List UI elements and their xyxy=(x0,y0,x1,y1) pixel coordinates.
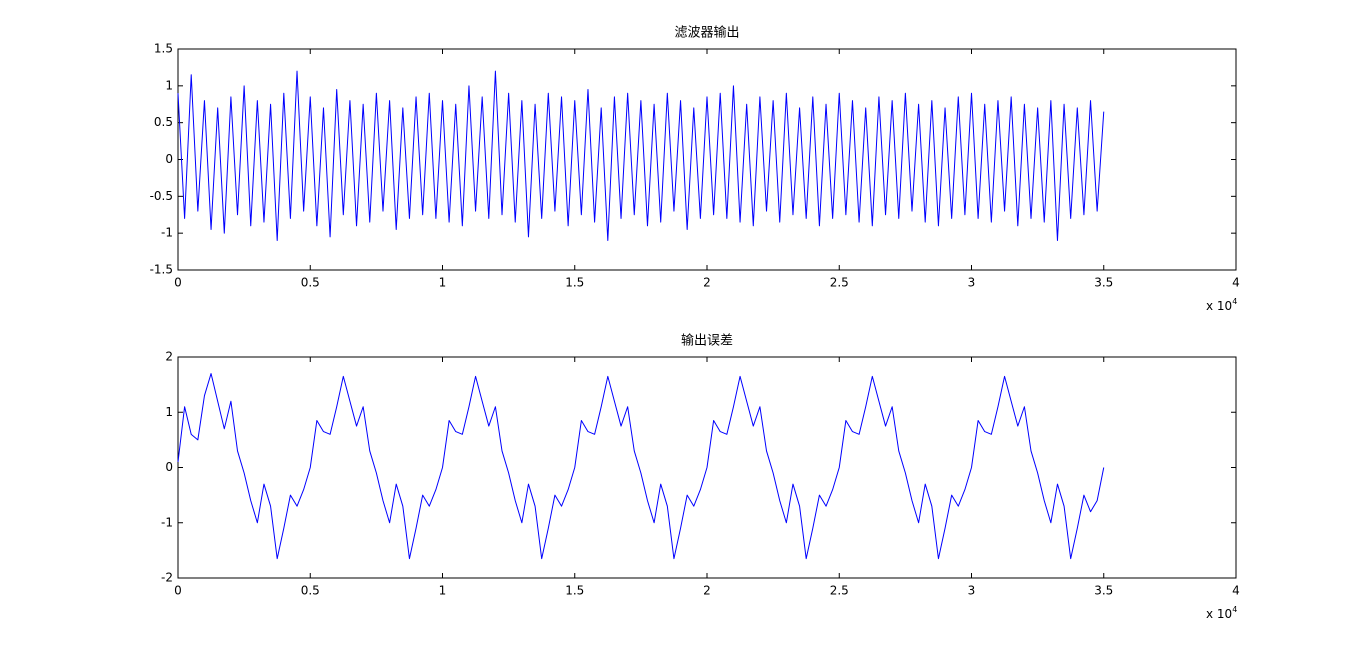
y-tick-label: -1.5 xyxy=(150,263,173,277)
multiplier-base: x 10 xyxy=(1206,299,1232,313)
multiplier-exponent: 4 xyxy=(1232,297,1237,306)
y-tick-label: 1 xyxy=(165,405,173,419)
y-tick-label: -2 xyxy=(161,571,173,585)
x-multiplier: x 104 xyxy=(1206,605,1237,621)
y-tick-label: 0 xyxy=(165,460,173,474)
x-tick-label: 4 xyxy=(1232,584,1240,598)
x-tick-label: 3.5 xyxy=(1094,584,1113,598)
data-line xyxy=(177,373,1105,560)
x-tick-label: 1.5 xyxy=(565,584,584,598)
x-tick-label: 2.5 xyxy=(830,584,849,598)
x-multiplier: x 104 xyxy=(1206,297,1237,313)
x-tick-label: 0 xyxy=(174,276,182,290)
x-tick-label: 2.5 xyxy=(830,276,849,290)
y-tick-label: -0.5 xyxy=(150,189,173,203)
x-tick-label: 2 xyxy=(703,584,711,598)
y-tick-label: 0 xyxy=(165,152,173,166)
y-tick-label: -1 xyxy=(161,226,173,240)
chart-title: 滤波器输出 xyxy=(674,25,739,41)
x-tick-label: 1 xyxy=(439,584,447,598)
x-tick-label: 3 xyxy=(968,584,976,598)
x-tick-label: 4 xyxy=(1232,276,1240,290)
multiplier-base: x 10 xyxy=(1206,607,1232,621)
x-tick-label: 0.5 xyxy=(301,584,320,598)
axes-box xyxy=(177,48,1237,271)
x-tick-label: 1 xyxy=(439,276,447,290)
x-tick-label: 0.5 xyxy=(301,276,320,290)
y-tick-label: -1 xyxy=(161,515,173,529)
x-tick-label: 0 xyxy=(174,584,182,598)
y-tick-label: 1 xyxy=(165,78,173,92)
chart-title: 输出误差 xyxy=(681,333,733,349)
data-line xyxy=(177,70,1105,242)
x-tick-label: 3 xyxy=(968,276,976,290)
x-tick-label: 2 xyxy=(703,276,711,290)
y-tick-label: 2 xyxy=(165,350,173,364)
x-tick-label: 3.5 xyxy=(1094,276,1113,290)
multiplier-exponent: 4 xyxy=(1232,605,1237,614)
y-tick-label: 1.5 xyxy=(154,42,173,56)
x-tick-label: 1.5 xyxy=(565,276,584,290)
y-tick-label: 0.5 xyxy=(154,115,173,129)
